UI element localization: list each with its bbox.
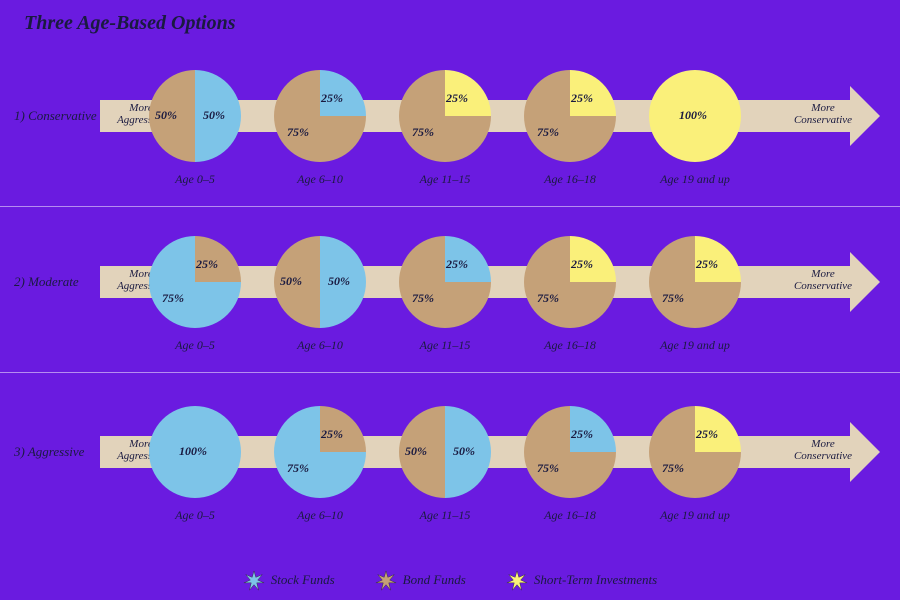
age-label: Age 16–18 — [515, 508, 625, 523]
age-label: Age 6–10 — [265, 338, 375, 353]
pie-chart: 50% 50% — [149, 70, 241, 162]
legend-label: Stock Funds — [271, 572, 335, 587]
pie-slice-label: 25% — [696, 257, 718, 272]
pie — [399, 236, 491, 328]
pie-slice-label: 25% — [196, 257, 218, 272]
pie-slice-label: 50% — [203, 108, 225, 123]
pie-chart: 50% 50% — [274, 236, 366, 328]
pie-chart: 25% 75% — [524, 236, 616, 328]
divider — [0, 206, 900, 207]
pie-chart: 100% — [649, 70, 741, 162]
legend-item: Stock Funds — [243, 570, 335, 592]
age-label: Age 11–15 — [390, 508, 500, 523]
age-label: Age 19 and up — [640, 172, 750, 187]
pie-slice-label: 25% — [321, 91, 343, 106]
pie-slice-label: 50% — [405, 444, 427, 459]
pie-slice-label: 50% — [280, 274, 302, 289]
age-label: Age 6–10 — [265, 172, 375, 187]
pie-slice-label: 50% — [328, 274, 350, 289]
pie — [524, 406, 616, 498]
pie-chart: 25% 75% — [524, 406, 616, 498]
pie-slice-label: 75% — [537, 461, 559, 476]
pie-slice-label: 75% — [287, 461, 309, 476]
pie-chart: 25% 75% — [649, 236, 741, 328]
row-label: 1) Conservative — [14, 108, 97, 124]
pie — [274, 406, 366, 498]
pie-slice-label: 25% — [571, 91, 593, 106]
pie-chart: 50% 50% — [399, 406, 491, 498]
age-label: Age 19 and up — [640, 338, 750, 353]
pie-slice-label: 25% — [571, 427, 593, 442]
band-label-right: MoreConservative — [788, 438, 858, 462]
pie-slice-label: 75% — [412, 291, 434, 306]
pie-slice-label: 75% — [537, 291, 559, 306]
pie — [524, 236, 616, 328]
pie-slice-label: 75% — [662, 291, 684, 306]
divider — [0, 372, 900, 373]
pie-slice-label: 75% — [537, 125, 559, 140]
pie-slice-label: 75% — [162, 291, 184, 306]
option-row: 1) ConservativeMoreAggressiveMoreConserv… — [0, 44, 900, 204]
pie-slice-label: 75% — [287, 125, 309, 140]
pie — [649, 236, 741, 328]
legend: Stock Funds Bond Funds Short-Term Invest… — [0, 570, 900, 592]
pie-chart: 25% 75% — [524, 70, 616, 162]
pie-chart: 25% 75% — [274, 70, 366, 162]
age-label: Age 6–10 — [265, 508, 375, 523]
legend-label: Bond Funds — [403, 572, 466, 587]
pie-chart: 100% — [149, 406, 241, 498]
pie-slice-label: 25% — [696, 427, 718, 442]
pie-slice-label: 25% — [321, 427, 343, 442]
pie-slice-label: 25% — [446, 257, 468, 272]
age-label: Age 11–15 — [390, 338, 500, 353]
pie-chart: 25% 75% — [399, 70, 491, 162]
pie-chart: 25% 75% — [649, 406, 741, 498]
page-title: Three Age-Based Options — [24, 12, 235, 35]
pie-slice-label: 25% — [571, 257, 593, 272]
pie-slice-label: 100% — [179, 444, 207, 459]
pie-slice-label: 50% — [155, 108, 177, 123]
age-label: Age 19 and up — [640, 508, 750, 523]
option-row: 2) ModerateMoreAggressiveMoreConservativ… — [0, 210, 900, 370]
pie — [274, 70, 366, 162]
pie — [149, 236, 241, 328]
age-label: Age 16–18 — [515, 338, 625, 353]
pie-chart: 25% 75% — [399, 236, 491, 328]
row-label: 3) Aggressive — [14, 444, 84, 460]
age-label: Age 0–5 — [140, 508, 250, 523]
legend-item: Short-Term Investments — [506, 570, 657, 592]
pie-slice-label: 25% — [446, 91, 468, 106]
age-label: Age 0–5 — [140, 338, 250, 353]
option-row: 3) AggressiveMoreAggressiveMoreConservat… — [0, 380, 900, 540]
legend-item: Bond Funds — [375, 570, 466, 592]
pie-slice-label: 100% — [679, 108, 707, 123]
band-label-right: MoreConservative — [788, 268, 858, 292]
age-label: Age 11–15 — [390, 172, 500, 187]
pie-chart: 25% 75% — [149, 236, 241, 328]
legend-label: Short-Term Investments — [534, 572, 657, 587]
pie-slice-label: 50% — [453, 444, 475, 459]
pie — [399, 70, 491, 162]
age-label: Age 0–5 — [140, 172, 250, 187]
pie-slice-label: 75% — [412, 125, 434, 140]
pie-slice-label: 75% — [662, 461, 684, 476]
row-label: 2) Moderate — [14, 274, 79, 290]
pie — [649, 406, 741, 498]
pie-chart: 25% 75% — [274, 406, 366, 498]
age-label: Age 16–18 — [515, 172, 625, 187]
pie — [524, 70, 616, 162]
band-label-right: MoreConservative — [788, 102, 858, 126]
